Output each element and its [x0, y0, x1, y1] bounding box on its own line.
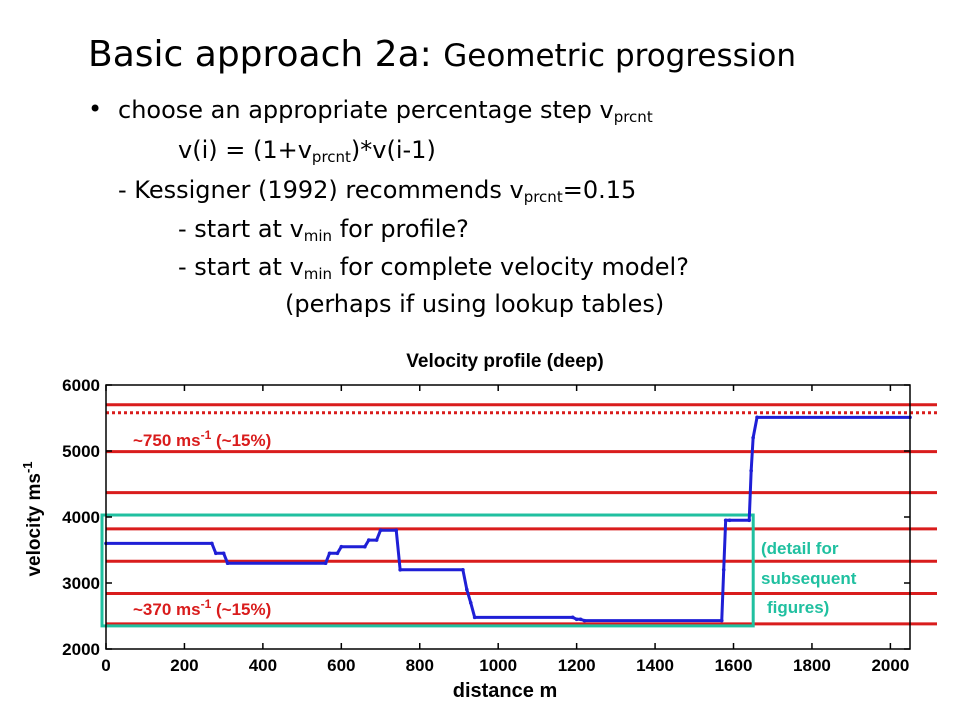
y-tick-label: 5000	[62, 442, 100, 461]
y-tick-label: 3000	[62, 574, 100, 593]
line-1-text: choose an appropriate percentage step v	[118, 96, 614, 124]
line-2-pre: v(i) = (1+v	[178, 136, 312, 164]
reference-levels	[106, 403, 937, 626]
lower-annotation-pre: ~370 ms	[133, 600, 201, 619]
x-tick-label: 1800	[793, 656, 831, 675]
line-5-pre: - start at v	[178, 253, 304, 281]
profile-point	[747, 518, 751, 523]
x-tick-label: 800	[406, 656, 434, 675]
profile-point	[461, 568, 465, 572]
lower-annotation-post: (~15%)	[211, 600, 271, 619]
slide-title: Basic approach 2a: Geometric progression	[88, 34, 796, 75]
y-axis-label: velocity ms-1	[20, 461, 45, 576]
x-tick-label: 1400	[636, 656, 674, 675]
line-3-sub: prcnt	[523, 188, 563, 206]
bullet-icon: •	[88, 95, 103, 123]
y-tick-label: 6000	[62, 376, 100, 395]
profile-point	[723, 518, 728, 523]
line-1-sub: prcnt	[613, 108, 653, 126]
text-line-2: v(i) = (1+vprcnt)*v(i-1)	[178, 136, 436, 166]
text-line-4: - start at vmin for profile?	[178, 215, 469, 245]
profile-point	[574, 617, 579, 622]
profile-point	[570, 615, 575, 620]
profile-point	[578, 617, 583, 622]
x-axis-label: distance m	[453, 680, 557, 702]
title-main: Basic approach 2a:	[88, 34, 432, 75]
detail-note-line-1: (detail for	[761, 539, 839, 558]
profile-point	[366, 538, 371, 542]
line-2-sub: prcnt	[311, 148, 351, 166]
lower-annotation-sup: -1	[201, 597, 212, 611]
line-4-post: for profile?	[332, 215, 469, 243]
profile-point	[225, 561, 230, 565]
profile-point	[363, 544, 367, 549]
line-5-sub: min	[303, 265, 333, 283]
profile-point	[721, 568, 726, 572]
y-axis-label-main: velocity ms	[24, 473, 45, 577]
profile-point	[394, 528, 399, 532]
profile-point	[339, 544, 344, 549]
profile-point	[214, 551, 218, 556]
profile-point	[221, 551, 226, 556]
line-3-pre: - Kessigner (1992) recommends v	[118, 176, 524, 204]
profile-point	[378, 528, 383, 532]
x-tick-label: 1200	[558, 656, 596, 675]
line-6-text: (perhaps if using lookup tables)	[285, 290, 665, 318]
line-4-sub: min	[303, 227, 333, 245]
detail-box	[100, 513, 755, 628]
upper-annotation-post: (~15%)	[211, 431, 271, 450]
lower-step-annotation: ~370 ms-1 (~15%)	[133, 597, 271, 619]
text-line-1: choose an appropriate percentage step vp…	[118, 96, 653, 126]
profile-point	[323, 561, 328, 565]
title-subtitle: Geometric progression	[443, 38, 797, 74]
x-tick-label: 2000	[871, 656, 909, 675]
text-line-3: - Kessigner (1992) recommends vprcnt=0.1…	[118, 176, 637, 206]
profile-point	[727, 518, 732, 523]
profile-point	[468, 601, 473, 605]
chart-title: Velocity profile (deep)	[406, 351, 603, 372]
detail-note-line-2: subsequent	[761, 569, 857, 588]
profile-point	[719, 618, 724, 623]
profile-point	[335, 551, 340, 556]
profile-point	[374, 538, 379, 542]
profile-point	[582, 618, 587, 623]
axis-ticks: 0 200 400 600 800 1000 1200 1400 1600 1800 2000 200…	[62, 376, 910, 675]
text-line-6: (perhaps if using lookup tables)	[285, 290, 664, 318]
profile-point	[472, 615, 477, 620]
line-3-post: =0.15	[562, 176, 637, 204]
x-tick-label: 600	[327, 656, 355, 675]
profile-series	[104, 415, 912, 623]
upper-annotation-sup: -1	[201, 428, 212, 442]
x-tick-label: 1000	[479, 656, 517, 675]
line-4-pre: - start at v	[178, 215, 304, 243]
x-tick-label: 0	[101, 656, 110, 675]
y-tick-label: 2000	[62, 640, 100, 659]
profile-point	[398, 568, 402, 572]
profile-point	[465, 587, 469, 592]
upper-step-annotation: ~750 ms-1 (~15%)	[133, 428, 271, 450]
profile-point	[327, 551, 332, 556]
profile-point	[210, 541, 214, 546]
line-2-post: )*v(i-1)	[350, 136, 436, 164]
x-tick-label: 200	[170, 656, 198, 675]
upper-annotation-pre: ~750 ms	[133, 431, 201, 450]
text-line-5: - start at vmin for complete velocity mo…	[178, 253, 689, 283]
y-axis-label-sup: -1	[20, 461, 35, 473]
y-tick-label: 4000	[62, 508, 100, 527]
profile-point	[751, 436, 755, 440]
profile-point	[749, 469, 753, 473]
x-tick-label: 400	[249, 656, 277, 675]
line-5-post: for complete velocity model?	[332, 253, 689, 281]
profile-point	[755, 415, 759, 420]
detail-note-line-3: figures)	[767, 598, 829, 617]
x-tick-label: 1600	[715, 656, 753, 675]
